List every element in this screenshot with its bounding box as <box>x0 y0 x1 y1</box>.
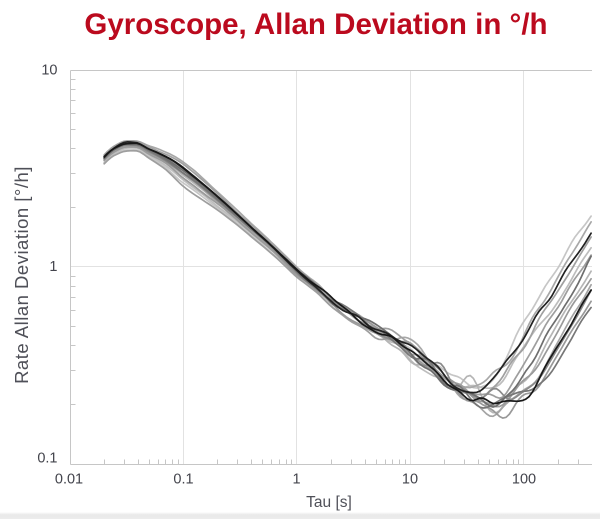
svg-text:10: 10 <box>402 472 418 488</box>
svg-text:0.01: 0.01 <box>55 472 83 488</box>
svg-text:1: 1 <box>292 472 300 488</box>
svg-text:100: 100 <box>512 472 536 488</box>
svg-text:0.1: 0.1 <box>37 451 57 467</box>
svg-text:0.1: 0.1 <box>173 472 193 488</box>
svg-text:1: 1 <box>49 259 57 275</box>
svg-text:10: 10 <box>41 63 57 79</box>
